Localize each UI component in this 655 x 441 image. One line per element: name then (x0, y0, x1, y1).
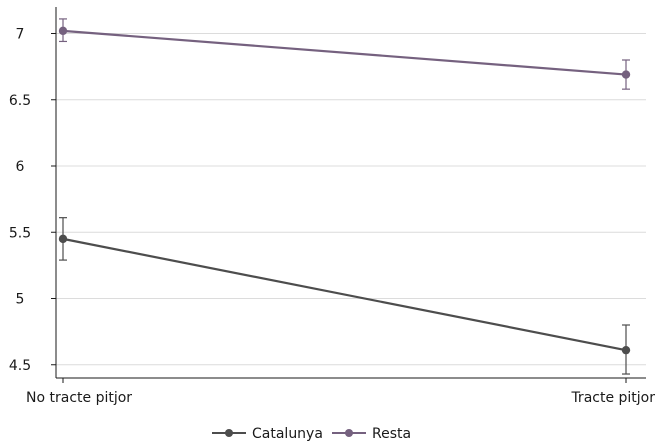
legend-item-catalunya: Catalunya (212, 426, 323, 441)
data-point (58, 234, 68, 244)
y-tick-label: 6.5 (9, 93, 31, 109)
legend-item-resta: Resta (332, 426, 411, 441)
series-catalunya (58, 217, 631, 375)
series-resta (58, 18, 631, 90)
legend: Catalunya Resta (212, 426, 411, 441)
series-line (62, 237, 627, 352)
data-point (621, 70, 631, 79)
series-layer (58, 18, 631, 375)
legend-label: Catalunya (252, 426, 323, 441)
data-point (58, 26, 68, 36)
y-axis-ticks: 4.5 5 5.5 6 6.5 7 (9, 27, 56, 374)
legend-swatch-marker (225, 429, 233, 437)
x-tick-label: Tracte pitjor (570, 390, 655, 406)
y-tick-label: 4.5 (9, 358, 31, 374)
series-line (62, 29, 627, 76)
y-tick-label: 7 (16, 27, 25, 43)
y-tick-label: 6 (16, 159, 25, 175)
y-tick-label: 5 (16, 292, 25, 308)
data-point (621, 345, 631, 355)
y-tick-label: 5.5 (9, 225, 31, 241)
x-axis-ticks: No tracte pitjor Tracte pitjor (26, 378, 655, 406)
x-tick-label: No tracte pitjor (26, 390, 132, 406)
axes (55, 7, 646, 379)
gridlines (56, 33, 646, 366)
legend-swatch-marker (345, 429, 353, 437)
legend-label: Resta (372, 426, 411, 441)
